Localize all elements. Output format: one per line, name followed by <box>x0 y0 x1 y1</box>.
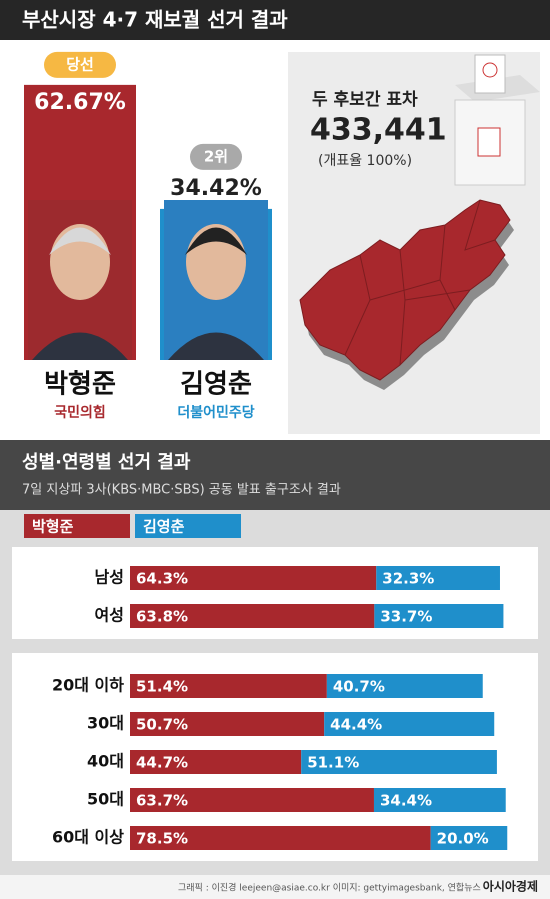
legend-swatch <box>135 514 241 538</box>
segment <box>130 566 377 590</box>
segment-label: 34.4% <box>380 792 432 810</box>
title-bar <box>0 0 550 40</box>
legend-swatch <box>24 514 130 538</box>
badge <box>44 51 116 78</box>
brand: 아시아경제 <box>483 879 538 894</box>
ballot-box <box>454 54 540 186</box>
segment <box>326 674 483 698</box>
segment-label: 44.7% <box>136 754 188 772</box>
segment-label: 32.3% <box>382 570 434 588</box>
row-label: 30대 <box>87 714 124 733</box>
row-label: 여성 <box>95 606 124 625</box>
section-title: 성별·연령별 선거 결과 <box>22 452 191 473</box>
party-name: 국민의힘 <box>54 404 106 421</box>
badge <box>190 143 242 170</box>
photo-suit <box>32 332 128 360</box>
segment <box>374 604 504 628</box>
badge-label: 당선 <box>66 55 94 73</box>
segment <box>130 604 375 628</box>
segment <box>430 826 508 850</box>
segment-label: 50.7% <box>136 716 188 734</box>
section-subtitle: 7일 지상파 3사(KBS·MBC·SBS) 공동 발표 출구조사 결과 <box>22 483 341 498</box>
section-band <box>0 440 550 510</box>
photo-hair <box>49 227 111 255</box>
segment-label: 20.0% <box>437 830 489 848</box>
margin-value: 433,441 <box>310 113 447 148</box>
segment <box>324 712 495 736</box>
segment <box>130 674 327 698</box>
segment-label: 51.4% <box>136 678 188 696</box>
segment-label: 78.5% <box>136 830 188 848</box>
segment <box>301 750 497 774</box>
busan-map <box>299 199 514 390</box>
segment <box>130 712 325 736</box>
row-label: 20대 이하 <box>52 676 124 695</box>
legend-label: 김영춘 <box>143 518 185 536</box>
segment-label: 64.3% <box>136 570 188 588</box>
legend-label: 박형준 <box>32 518 74 536</box>
margin-label: 두 후보간 표차 <box>312 89 418 110</box>
margin-note: (개표율 100%) <box>318 153 412 169</box>
segment-label: 51.1% <box>307 754 359 772</box>
segment <box>130 750 302 774</box>
candidate-name: 김영춘 <box>180 370 252 400</box>
segment-label: 63.7% <box>136 792 188 810</box>
photo-hair <box>185 227 247 255</box>
row-label: 남성 <box>95 568 124 587</box>
row-label: 60대 이상 <box>52 828 124 847</box>
row-label: 40대 <box>87 752 124 771</box>
segment-label: 40.7% <box>333 678 385 696</box>
segment <box>373 788 506 812</box>
badge-label: 2위 <box>204 147 228 165</box>
segment <box>376 566 500 590</box>
segment-label: 33.7% <box>380 608 432 626</box>
vote-label: 34.42% <box>170 176 262 201</box>
vote-label: 62.67% <box>34 90 126 115</box>
segment <box>130 826 431 850</box>
row-label: 50대 <box>87 790 124 809</box>
credit: 그래픽 : 이진경 leejeen@asiae.co.kr 이미지: getty… <box>178 882 481 894</box>
photo-suit <box>168 332 264 360</box>
party-name: 더불어민주당 <box>177 404 254 421</box>
segment-label: 44.4% <box>330 716 382 734</box>
segment-label: 63.8% <box>136 608 188 626</box>
title: 부산시장 4·7 재보궐 선거 결과 <box>22 8 288 32</box>
segment <box>130 788 374 812</box>
candidate-name: 박형준 <box>44 370 116 400</box>
